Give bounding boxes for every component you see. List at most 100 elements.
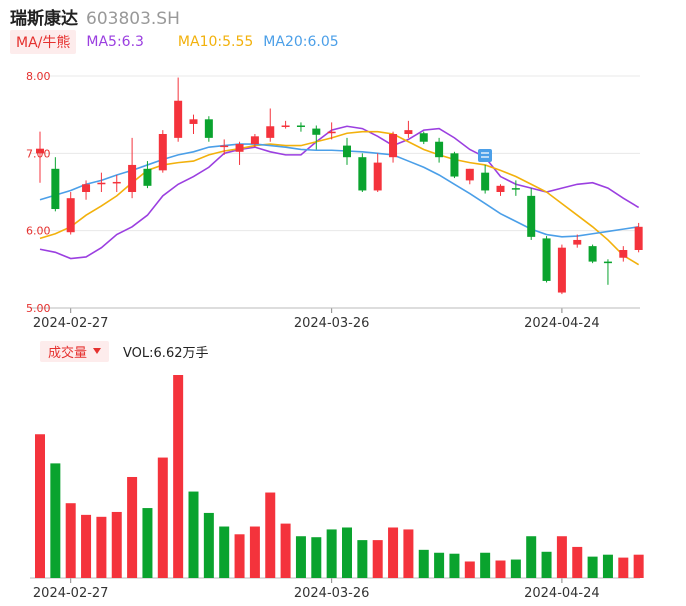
candle-body [419, 133, 428, 142]
volume-bar [188, 491, 199, 578]
chevron-down-icon [93, 348, 102, 354]
candle-body [296, 125, 305, 127]
volume-indicator-label: 成交量 [48, 345, 88, 361]
candle-body [235, 144, 244, 152]
volume-bar [541, 551, 552, 578]
candle [373, 153, 382, 192]
volume-bar [219, 526, 230, 578]
candle [281, 120, 290, 129]
candle-body [51, 168, 60, 210]
candle [220, 139, 229, 155]
candle [557, 244, 566, 295]
volume-bar [434, 552, 445, 578]
stock-flag-icon[interactable] [478, 149, 492, 162]
ma5-line [39, 125, 640, 260]
volume-bar [311, 537, 322, 578]
candle [419, 131, 428, 145]
candle [343, 137, 351, 165]
candle-body [588, 246, 597, 262]
y-tick-label: 5.00 [26, 302, 51, 315]
ma-toggle-button[interactable]: MA/牛熊 [10, 30, 77, 54]
candle [112, 174, 121, 192]
volume-bar [480, 552, 491, 578]
volume-bar [280, 523, 291, 578]
ma20-line [39, 143, 639, 238]
candle [327, 122, 336, 140]
candle [97, 172, 106, 192]
candle-body [312, 128, 321, 135]
candle [235, 141, 244, 165]
volume-bar [357, 540, 368, 578]
volume-bar [234, 534, 245, 578]
candle-body [481, 172, 490, 191]
volume-bar [127, 476, 138, 578]
x-tick-label: 2024-02-27 [33, 316, 109, 331]
candle-body [327, 131, 336, 134]
candle-body [220, 145, 229, 148]
y-tick-label: 7.00 [26, 147, 51, 160]
candle [527, 188, 536, 240]
candle [481, 164, 490, 194]
candle [358, 153, 367, 192]
candle-body [511, 188, 520, 190]
volume-bar [249, 526, 260, 578]
x-tick-label: 2024-04-24 [524, 316, 600, 331]
volume-bar [203, 512, 214, 578]
candle [435, 137, 444, 163]
x-tick-label: 2024-04-24 [524, 586, 600, 601]
candle [511, 180, 520, 196]
candle-body [603, 261, 612, 264]
candle-body [281, 125, 290, 127]
candle [128, 137, 137, 199]
stock-name: 瑞斯康达 [10, 9, 78, 29]
volume-bar [449, 553, 460, 578]
candle [66, 192, 75, 235]
candle [312, 125, 321, 150]
volume-value: VOL:6.62万手 [123, 345, 209, 361]
candle-body [343, 145, 351, 158]
volume-bar [572, 546, 583, 578]
candle-body [435, 141, 444, 158]
stock-code: 603803.SH [86, 9, 180, 29]
volume-bar [50, 463, 61, 578]
candle-body [527, 195, 536, 237]
volume-bar [403, 529, 414, 578]
x-tick-label: 2024-02-27 [33, 586, 109, 601]
candle-body [542, 238, 551, 281]
ma20-label: MA20:6.05 [263, 34, 339, 50]
y-tick-label: 6.00 [26, 225, 51, 238]
volume-bar [173, 375, 184, 578]
candle-body [36, 148, 44, 154]
volume-bar [65, 503, 76, 578]
candle-body [174, 100, 183, 138]
candle-body [465, 168, 474, 181]
candle [465, 168, 474, 185]
candle [496, 184, 505, 196]
candle-body [250, 136, 259, 145]
candle-body [450, 153, 459, 177]
candle-body [128, 164, 137, 192]
candle [404, 120, 413, 138]
volume-bar [618, 557, 629, 578]
candle [51, 157, 60, 212]
candle [82, 180, 91, 200]
candle-body [158, 134, 167, 171]
volume-bar [464, 561, 475, 578]
ma10-label: MA10:5.55 [177, 34, 254, 50]
volume-indicator-dropdown[interactable]: 成交量 [40, 340, 110, 362]
volume-legend: 成交量 VOL:6.62万手 [40, 340, 209, 362]
candle-body [358, 157, 367, 191]
volume-bar [265, 492, 276, 578]
volume-bar [372, 540, 383, 578]
volume-bar [602, 554, 613, 578]
candle-body [97, 182, 106, 185]
candle [588, 244, 597, 264]
candle-body [496, 185, 505, 192]
x-tick-label: 2024-03-26 [294, 316, 370, 331]
stock-header: 瑞斯康达 603803.SH [10, 4, 180, 29]
candle-body [557, 247, 566, 293]
candle-body [619, 250, 628, 258]
ma-legend: MA/牛熊 MA5:6.3 MA10:5.55 MA20:6.05 [10, 30, 339, 54]
ma5-label: MA5:6.3 [86, 34, 144, 50]
